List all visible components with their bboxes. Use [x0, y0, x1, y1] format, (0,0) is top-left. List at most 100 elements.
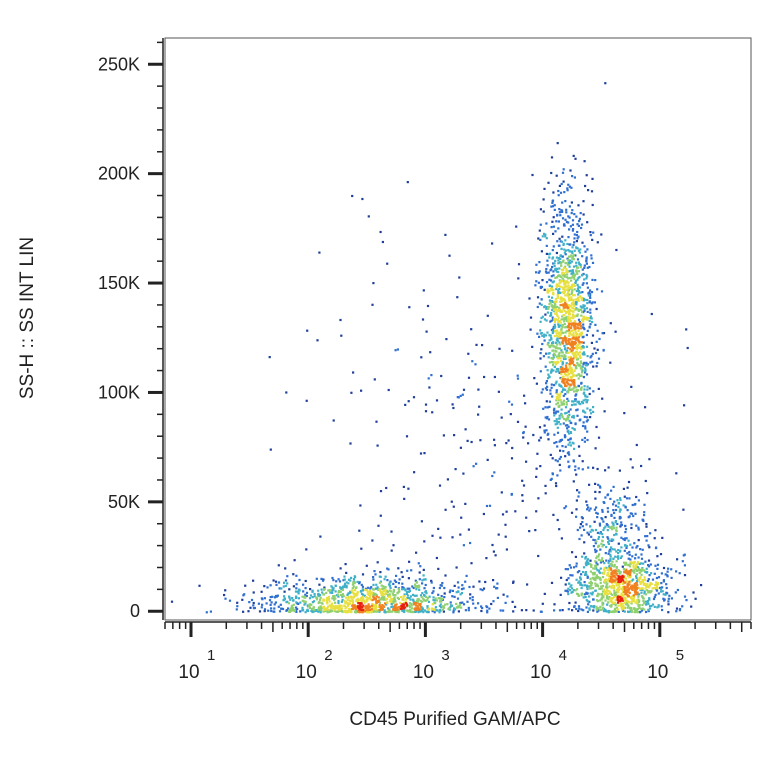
data-point	[552, 307, 555, 310]
data-point	[562, 417, 566, 420]
data-point	[583, 528, 586, 531]
data-point	[198, 584, 201, 587]
data-point	[556, 343, 559, 346]
data-point	[604, 599, 607, 602]
data-point	[602, 568, 605, 571]
data-point	[402, 598, 405, 601]
data-point	[638, 571, 641, 574]
data-point	[655, 581, 658, 584]
data-point	[440, 584, 443, 587]
data-point	[604, 516, 607, 519]
data-point	[639, 548, 642, 551]
data-point	[558, 287, 561, 291]
data-point	[397, 588, 400, 591]
data-point	[376, 444, 379, 447]
data-point	[619, 596, 622, 599]
data-point	[624, 528, 628, 531]
data-point	[614, 508, 618, 512]
data-point	[548, 284, 552, 287]
data-point	[319, 611, 322, 614]
data-point	[544, 365, 547, 368]
data-point	[544, 492, 547, 495]
data-point	[566, 377, 570, 380]
data-point	[655, 576, 658, 580]
data-point	[566, 273, 569, 276]
data-point	[535, 271, 538, 274]
data-point	[543, 339, 546, 342]
data-point	[632, 594, 635, 597]
data-point	[568, 441, 571, 444]
data-point	[578, 340, 581, 344]
data-point	[633, 599, 636, 602]
data-point	[626, 600, 629, 603]
data-point	[571, 400, 574, 403]
data-point	[573, 213, 576, 216]
data-point	[630, 523, 633, 526]
data-point	[573, 278, 576, 281]
data-point	[309, 594, 313, 597]
data-point	[554, 412, 557, 415]
data-point	[634, 610, 637, 613]
data-point	[659, 586, 662, 589]
data-point	[545, 244, 548, 247]
data-point	[517, 277, 520, 280]
data-point	[608, 564, 611, 567]
data-point	[548, 256, 551, 259]
data-point	[567, 236, 570, 239]
data-point	[624, 563, 627, 566]
data-point	[623, 571, 626, 574]
data-point	[574, 366, 577, 369]
data-point	[586, 286, 589, 289]
data-point	[631, 503, 634, 507]
data-point	[634, 566, 638, 569]
data-point	[648, 584, 651, 587]
data-point	[666, 570, 669, 573]
data-point	[403, 593, 406, 596]
data-point	[626, 486, 629, 489]
data-point	[555, 403, 558, 406]
data-point	[609, 526, 612, 529]
data-point	[572, 298, 575, 301]
data-point	[409, 605, 412, 608]
data-point	[554, 230, 557, 233]
data-point	[575, 336, 578, 339]
data-point	[346, 593, 349, 596]
data-point	[683, 404, 686, 407]
data-point	[568, 331, 571, 334]
data-point	[550, 275, 553, 278]
data-point	[402, 588, 405, 591]
data-point	[614, 579, 617, 582]
data-point	[566, 257, 569, 260]
data-point	[555, 355, 558, 358]
data-point	[553, 262, 556, 265]
data-point	[337, 601, 340, 605]
data-point	[571, 257, 574, 260]
data-point	[650, 312, 653, 316]
data-point	[582, 376, 585, 379]
data-point	[421, 582, 424, 585]
data-point	[570, 340, 573, 343]
data-point	[558, 307, 561, 310]
data-point	[601, 606, 604, 609]
data-point	[576, 308, 579, 311]
data-point	[567, 608, 570, 611]
data-point	[588, 509, 591, 512]
data-point	[568, 365, 571, 368]
data-point	[582, 326, 585, 329]
data-point	[640, 581, 643, 584]
data-point	[587, 585, 591, 588]
data-point	[606, 568, 609, 572]
data-point	[379, 591, 382, 594]
data-point	[572, 254, 575, 257]
data-point	[623, 495, 626, 498]
data-point	[334, 584, 337, 587]
data-point	[426, 607, 429, 610]
data-point	[277, 564, 280, 567]
data-point	[571, 274, 574, 277]
data-point	[613, 548, 616, 551]
data-point	[559, 275, 562, 278]
data-point	[586, 438, 589, 442]
data-point	[560, 408, 563, 411]
data-point	[617, 610, 620, 613]
data-point	[432, 599, 435, 602]
